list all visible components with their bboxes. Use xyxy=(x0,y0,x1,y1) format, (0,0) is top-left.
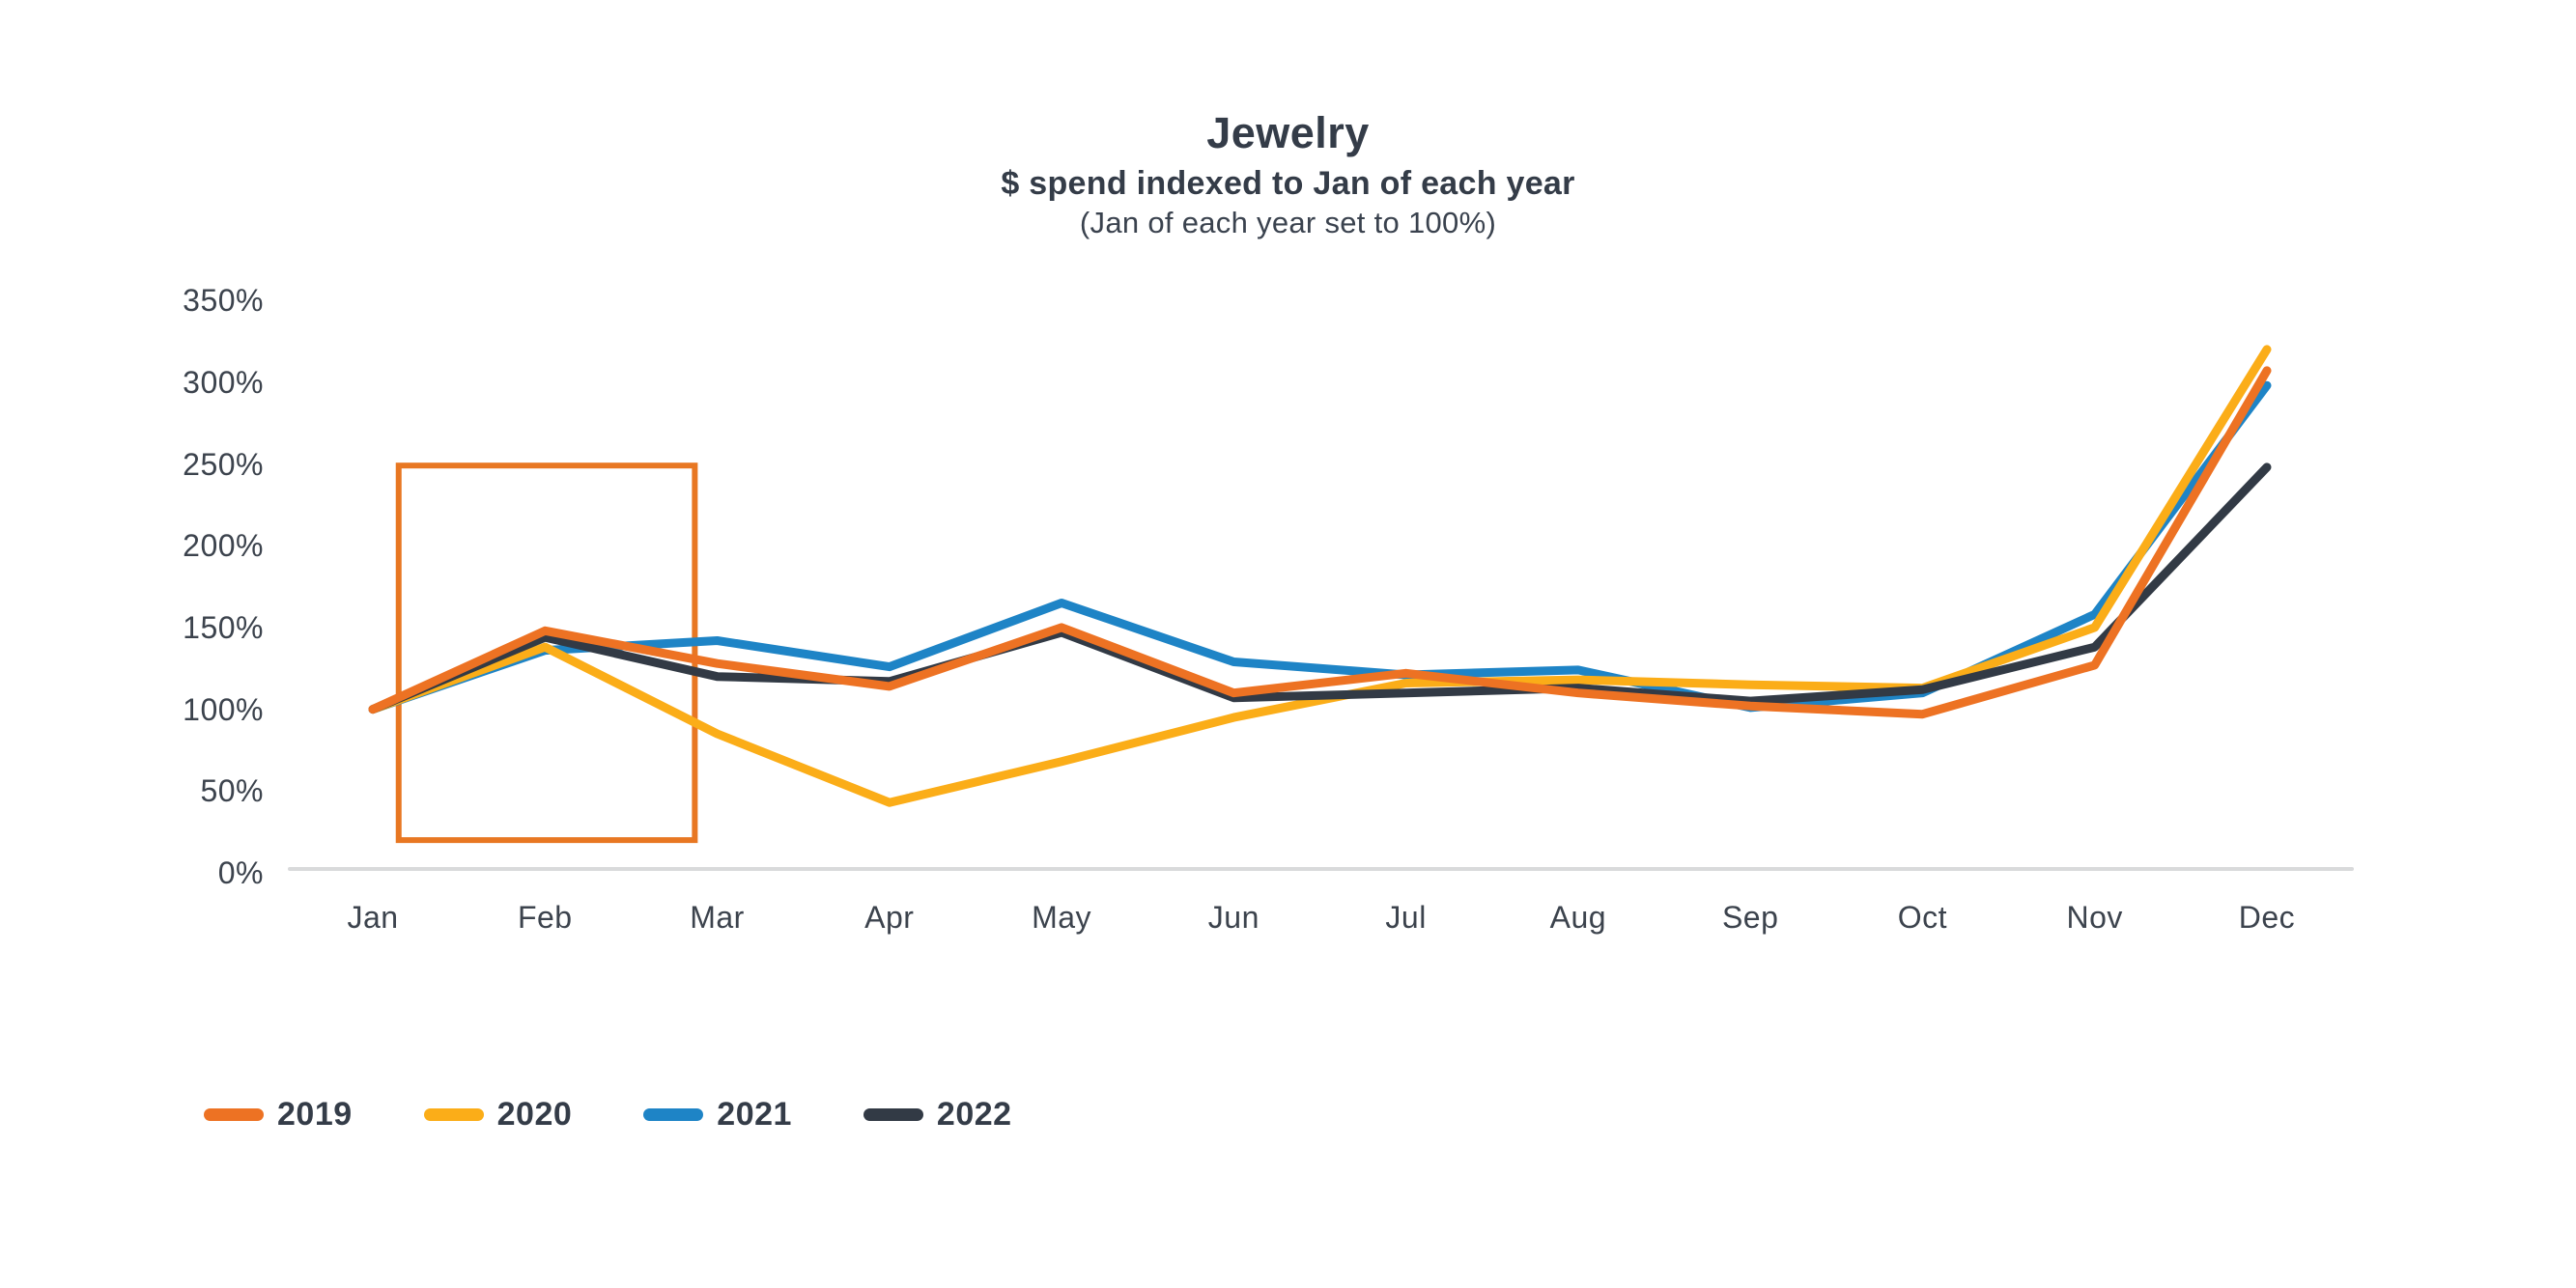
jan-feb-highlight-box xyxy=(395,462,698,844)
chart-subtitle-note: (Jan of each year set to 100%) xyxy=(1079,206,1497,239)
x-tick-label: Dec xyxy=(2238,900,2296,935)
legend-label: 2021 xyxy=(717,1096,792,1133)
legend-label: 2019 xyxy=(277,1096,353,1133)
y-tick-label: 200% xyxy=(183,528,264,564)
x-tick-label: Aug xyxy=(1549,900,1607,935)
x-tick-label: Mar xyxy=(690,900,745,935)
legend-item-2019: 2019 xyxy=(204,1096,353,1134)
series-line-2019 xyxy=(368,366,2272,719)
x-tick-label: Sep xyxy=(1721,900,1779,935)
y-tick-label: 150% xyxy=(183,609,264,645)
x-tick-label: Apr xyxy=(864,900,915,935)
series-line-2022 xyxy=(368,462,2272,714)
y-tick-label: 100% xyxy=(183,691,264,727)
x-axis-line xyxy=(288,867,2354,871)
legend-swatch-2020 xyxy=(423,1108,484,1121)
legend-swatch-2021 xyxy=(643,1108,704,1121)
legend-label: 2020 xyxy=(496,1096,573,1133)
y-tick-label: 0% xyxy=(217,855,264,890)
x-tick-label: Oct xyxy=(1897,900,1948,935)
legend-item-2020: 2020 xyxy=(423,1096,573,1134)
x-tick-label: May xyxy=(1032,900,1092,935)
x-tick-label: Jun xyxy=(1207,900,1260,935)
legend-swatch-2019 xyxy=(204,1108,264,1121)
y-tick-label: 350% xyxy=(183,283,264,319)
series-line-2020 xyxy=(368,345,2272,807)
y-tick-label: 250% xyxy=(183,446,264,482)
x-tick-label: Jan xyxy=(347,900,399,935)
legend: 2019 2020 2021 2022 xyxy=(204,1096,1084,1134)
legend-label: 2022 xyxy=(936,1096,1012,1133)
chart-subtitle: $ spend indexed to Jan of each year xyxy=(1001,165,1575,202)
y-tick-label: 50% xyxy=(200,773,264,809)
legend-item-2022: 2022 xyxy=(863,1096,1012,1134)
x-tick-label: Jul xyxy=(1385,900,1427,935)
x-tick-label: Nov xyxy=(2066,900,2123,935)
y-tick-label: 300% xyxy=(183,364,264,400)
chart-title: Jewelry xyxy=(1206,108,1370,157)
legend-item-2021: 2021 xyxy=(643,1096,792,1134)
x-tick-label: Feb xyxy=(517,900,573,935)
legend-swatch-2022 xyxy=(863,1108,923,1121)
